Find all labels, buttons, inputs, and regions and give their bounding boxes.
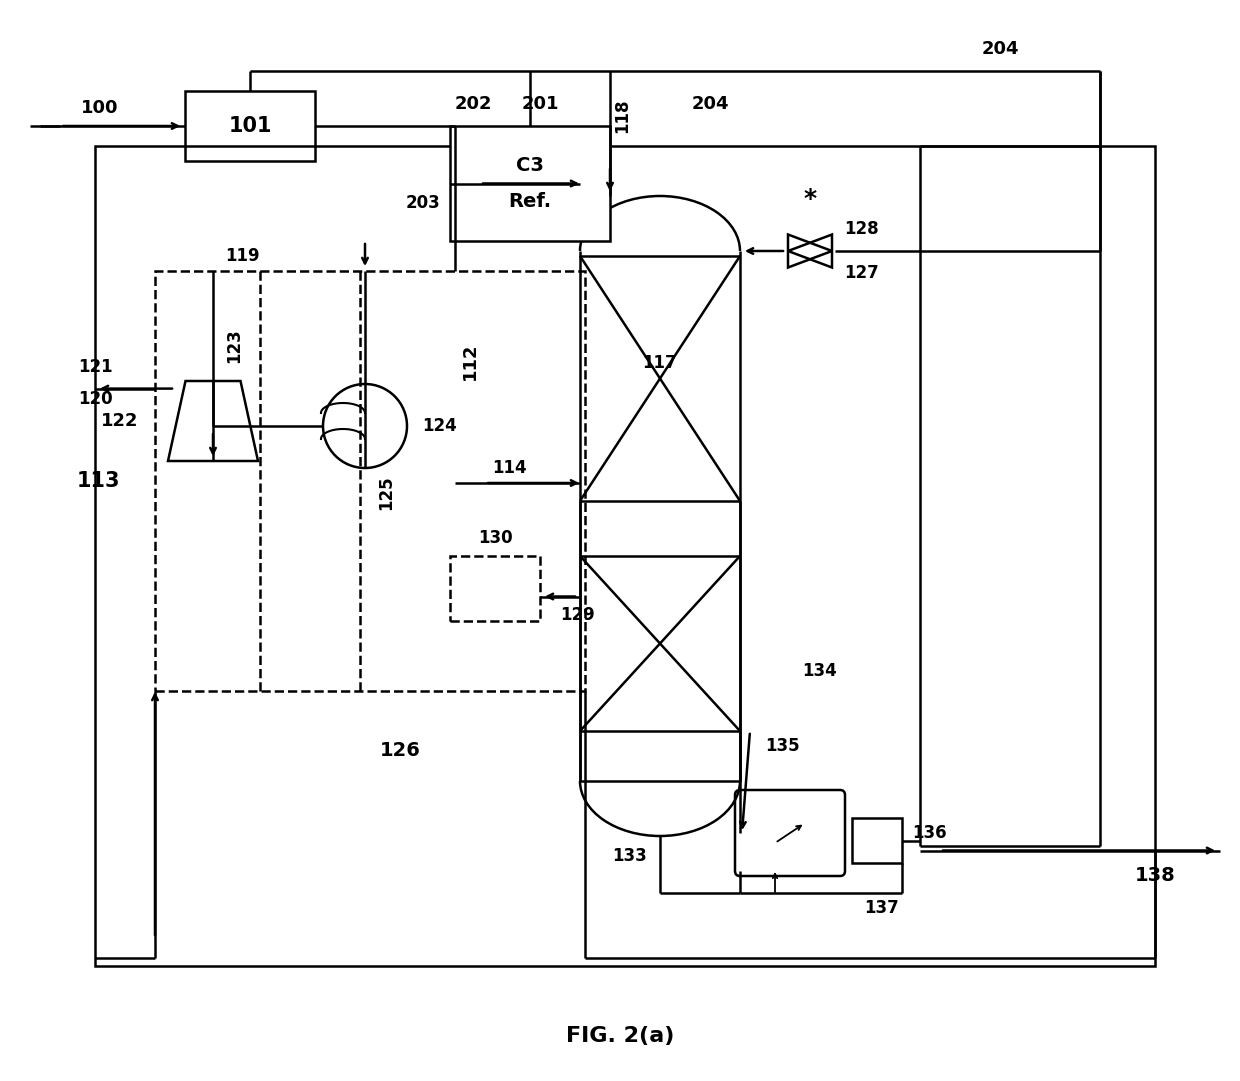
Text: 204: 204 [981,40,1019,58]
Text: 130: 130 [477,529,512,547]
Text: FIG. 2(a): FIG. 2(a) [565,1026,675,1046]
Text: 126: 126 [379,742,420,761]
Text: 119: 119 [224,246,259,265]
Text: *: * [804,187,817,211]
Text: 123: 123 [224,329,243,363]
Text: 134: 134 [802,662,837,680]
Text: 203: 203 [405,195,440,213]
Text: 201: 201 [521,95,559,114]
FancyBboxPatch shape [852,818,901,863]
Text: 129: 129 [560,605,595,624]
Text: 133: 133 [613,848,647,865]
Text: 136: 136 [911,824,946,841]
FancyBboxPatch shape [450,126,610,241]
Text: 204: 204 [691,95,729,114]
Text: 118: 118 [613,98,631,133]
Text: 120: 120 [78,389,113,408]
Text: 100: 100 [82,99,119,117]
Text: 101: 101 [228,116,272,136]
Text: 121: 121 [78,358,113,375]
Text: 127: 127 [844,264,879,282]
FancyBboxPatch shape [185,91,315,161]
Text: 202: 202 [455,95,492,114]
Text: 128: 128 [844,221,879,238]
Text: 113: 113 [77,471,120,491]
Text: 112: 112 [461,343,479,379]
Text: 137: 137 [864,899,899,917]
Text: 138: 138 [1135,866,1176,885]
Text: 117: 117 [642,355,677,373]
Text: 122: 122 [100,412,138,430]
Text: 114: 114 [492,459,527,477]
Text: 125: 125 [377,476,396,510]
Text: 124: 124 [422,417,456,435]
Text: Ref.: Ref. [508,192,552,211]
Text: 135: 135 [765,737,800,755]
Text: C3: C3 [516,156,544,175]
